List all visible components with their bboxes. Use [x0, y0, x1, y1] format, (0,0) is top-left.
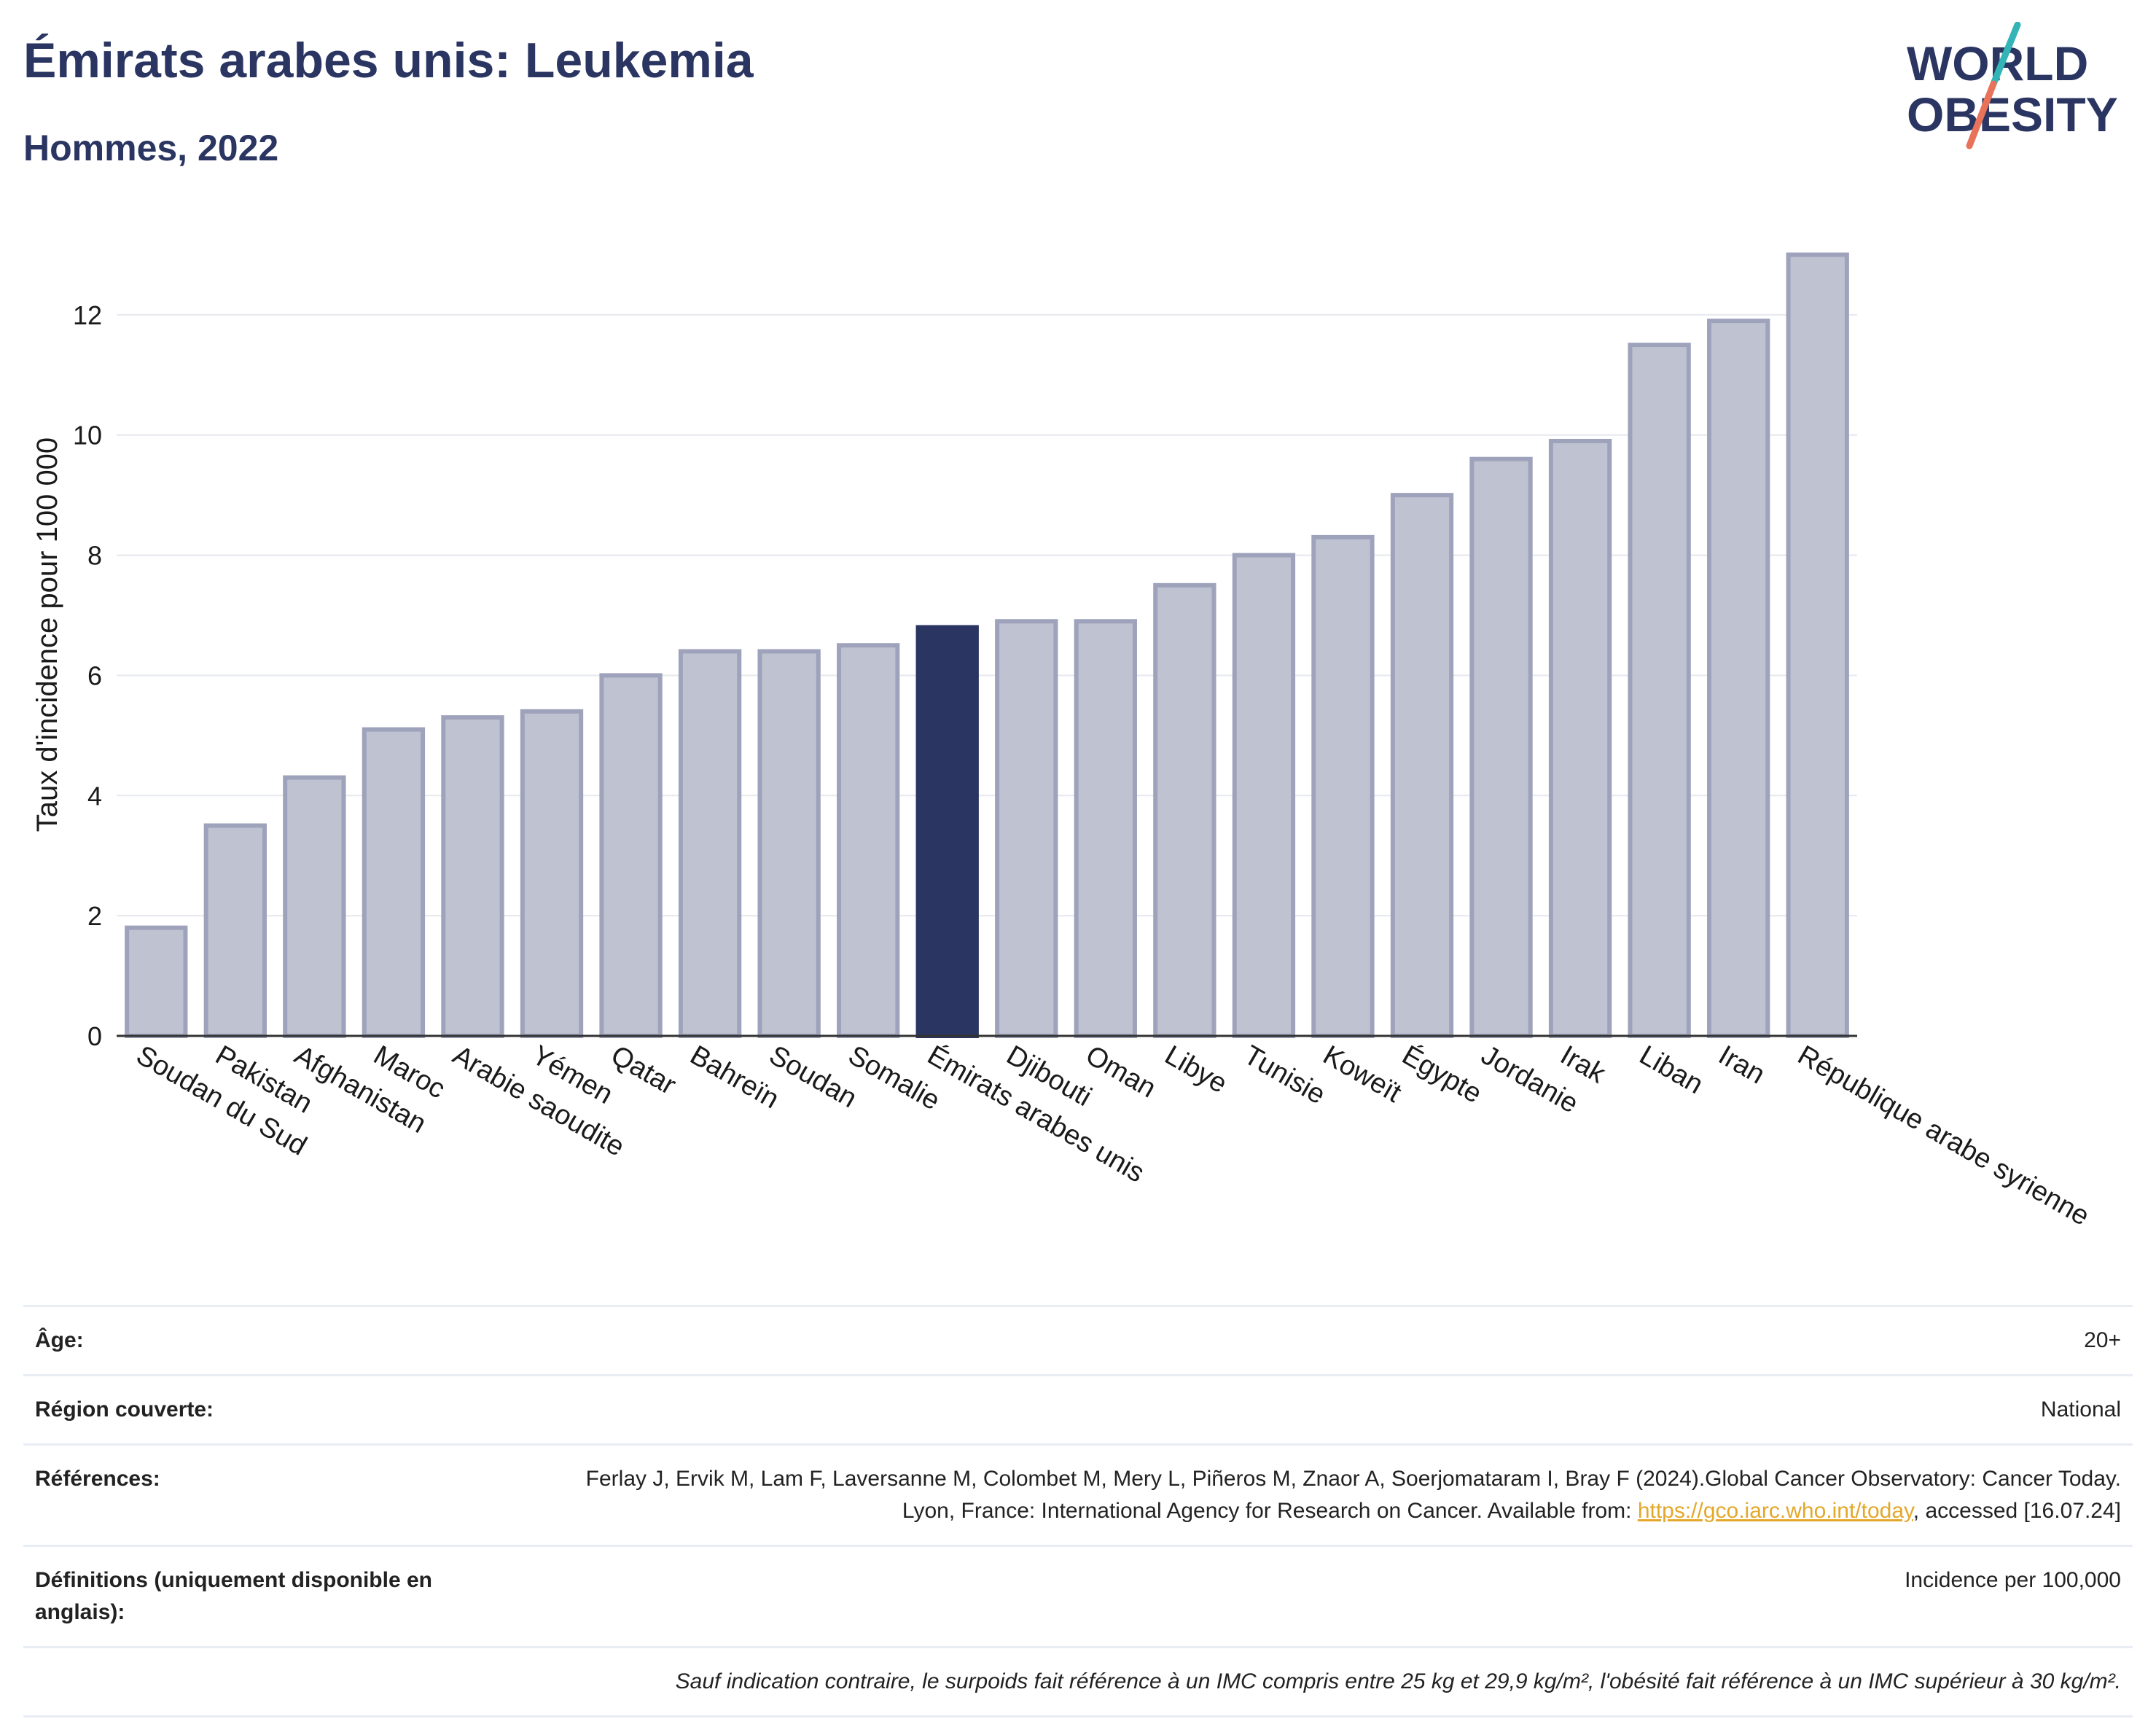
info-table: Âge: 20+ Région couverte: National Référ… — [23, 1305, 2133, 1718]
x-tick-label: Oman — [1080, 1040, 1161, 1104]
bar — [125, 925, 188, 1038]
x-tick-labels: Soudan du SudPakistanAfghanistanMarocAra… — [131, 1040, 2095, 1232]
references-link[interactable]: https://gco.iarc.who.int/today — [1637, 1499, 1913, 1523]
bar-highlight — [915, 625, 979, 1038]
bar — [599, 673, 663, 1038]
bar — [995, 619, 1058, 1038]
world-obesity-logo: WORLD OBESITY — [1907, 22, 2118, 149]
bar — [1469, 456, 1533, 1038]
x-tick-label: République arabe syrienne — [1792, 1040, 2094, 1231]
x-tick-label: Libye — [1160, 1040, 1233, 1099]
y-axis-title: Taux d'incidence pour 100 000 — [31, 437, 63, 832]
bar — [1311, 534, 1375, 1038]
bar — [441, 715, 504, 1038]
info-row-definitions: Définitions (uniquement disponible en an… — [23, 1545, 2133, 1648]
bar — [1628, 343, 1691, 1038]
bar — [757, 649, 821, 1038]
age-value: 20+ — [528, 1305, 2133, 1376]
bar — [1707, 319, 1770, 1038]
page-subtitle: Hommes, 2022 — [23, 128, 279, 168]
bar — [1390, 493, 1454, 1038]
references-accessed: , accessed [16.07.24] — [1913, 1499, 2121, 1523]
y-tick-label: 12 — [73, 300, 102, 330]
definitions-label: Définitions (uniquement disponible en an… — [23, 1545, 528, 1648]
bar — [1232, 553, 1296, 1038]
bar — [283, 775, 346, 1038]
bar — [362, 727, 426, 1038]
bar — [1153, 582, 1216, 1038]
bar — [1548, 438, 1612, 1038]
bars — [125, 252, 1849, 1038]
logo-word-obesity: OBESITY — [1907, 87, 2118, 141]
references-label: Références: — [23, 1443, 528, 1546]
x-tick-label: Bahreïn — [685, 1040, 784, 1115]
info-row-age: Âge: 20+ — [23, 1305, 2133, 1376]
definitions-value: Incidence per 100,000 — [528, 1545, 2133, 1648]
x-tick-label: Somalie — [843, 1040, 945, 1116]
bar — [203, 823, 267, 1038]
y-tick-label: 10 — [73, 421, 102, 451]
region-value: National — [528, 1374, 2133, 1445]
logo-slash-coral — [1966, 80, 1997, 149]
y-tick-label: 4 — [87, 781, 102, 811]
x-tick-label: Iran — [1714, 1040, 1770, 1090]
x-tick-label: Qatar — [606, 1040, 681, 1101]
x-tick-label: Égypte — [1397, 1040, 1488, 1110]
bar — [1074, 619, 1137, 1038]
x-tick-label: Soudan — [764, 1040, 862, 1114]
info-row-region: Région couverte: National — [23, 1374, 2133, 1445]
x-tick-label: Tunisie — [1238, 1040, 1330, 1110]
page-title: Émirats arabes unis: Leukemia — [23, 33, 754, 88]
age-label: Âge: — [23, 1305, 528, 1376]
references-text: Ferlay J, Ervik M, Lam F, Laversanne M, … — [585, 1467, 2121, 1523]
x-tick-label: Liban — [1634, 1040, 1708, 1100]
bar-chart: 0 2 4 6 8 10 12 Soudan du SudPakistanAfghanist… — [31, 252, 2095, 1232]
y-tick-label: 8 — [87, 541, 102, 571]
bar — [678, 649, 742, 1038]
info-row-references: Références: Ferlay J, Ervik M, Lam F, La… — [23, 1443, 2133, 1546]
x-tick-label: Koweït — [1318, 1040, 1407, 1109]
definition-note: Sauf indication contraire, le surpoids f… — [23, 1646, 2133, 1718]
bar — [520, 709, 584, 1038]
y-tick-label: 2 — [87, 901, 102, 931]
region-label: Région couverte: — [23, 1374, 528, 1445]
y-tick-label: 6 — [87, 660, 102, 690]
info-row-note: Sauf indication contraire, le surpoids f… — [23, 1646, 2133, 1718]
y-tick-label: 0 — [87, 1021, 102, 1051]
y-tick-labels: 0 2 4 6 8 10 12 — [73, 300, 102, 1051]
logo-slash-teal — [1990, 22, 2021, 87]
bar — [837, 643, 900, 1038]
references-value: Ferlay J, Ervik M, Lam F, Laversanne M, … — [528, 1443, 2133, 1546]
bar — [1786, 252, 1849, 1038]
